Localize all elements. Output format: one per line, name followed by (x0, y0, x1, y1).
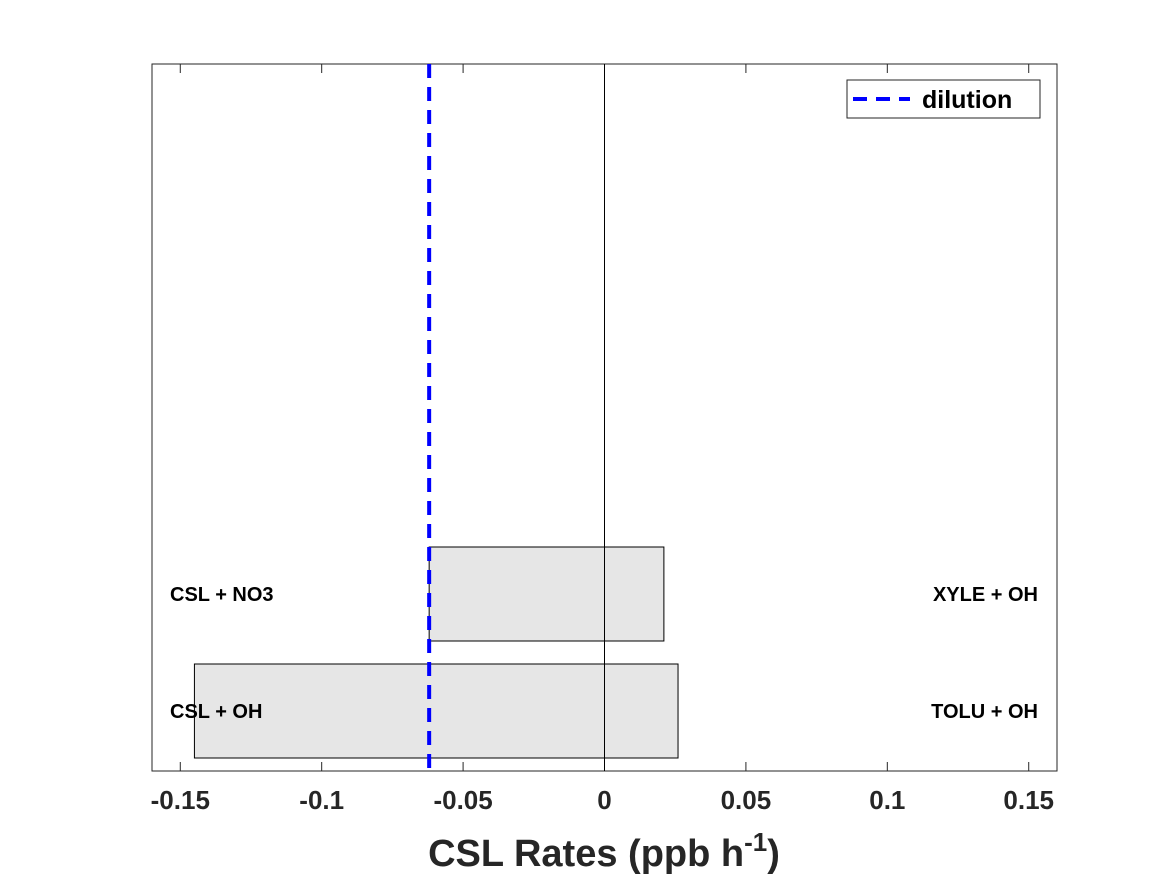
legend: dilution (846, 79, 1041, 119)
legend-label: dilution (922, 86, 1012, 114)
bars-group (193, 546, 679, 759)
x-tick-label: 0.1 (869, 785, 905, 815)
x-tick-label: -0.1 (299, 785, 344, 815)
x-tick-label: 0 (597, 785, 611, 815)
loss-label: CSL + OH (170, 701, 262, 723)
loss-label: CSL + NO3 (170, 584, 274, 606)
x-tick-label: 0.15 (1003, 785, 1054, 815)
production-label: TOLU + OH (931, 701, 1038, 723)
x-tick-label: 0.05 (721, 785, 772, 815)
production-label: XYLE + OH (933, 584, 1038, 606)
axis-group: -0.15 -0.1 -0.05 0 0.05 0.1 0.15 (151, 63, 1058, 815)
labels-group: CSL + OH TOLU + OH CSL + NO3 XYLE + OH (170, 584, 1038, 723)
lines-group (427, 64, 605, 771)
bar (193, 663, 679, 759)
x-tick-label: -0.05 (433, 785, 492, 815)
bar (428, 546, 665, 642)
x-axis-label: CSL Rates (ppb h-1) (428, 827, 780, 875)
x-tick-label: -0.15 (151, 785, 210, 815)
